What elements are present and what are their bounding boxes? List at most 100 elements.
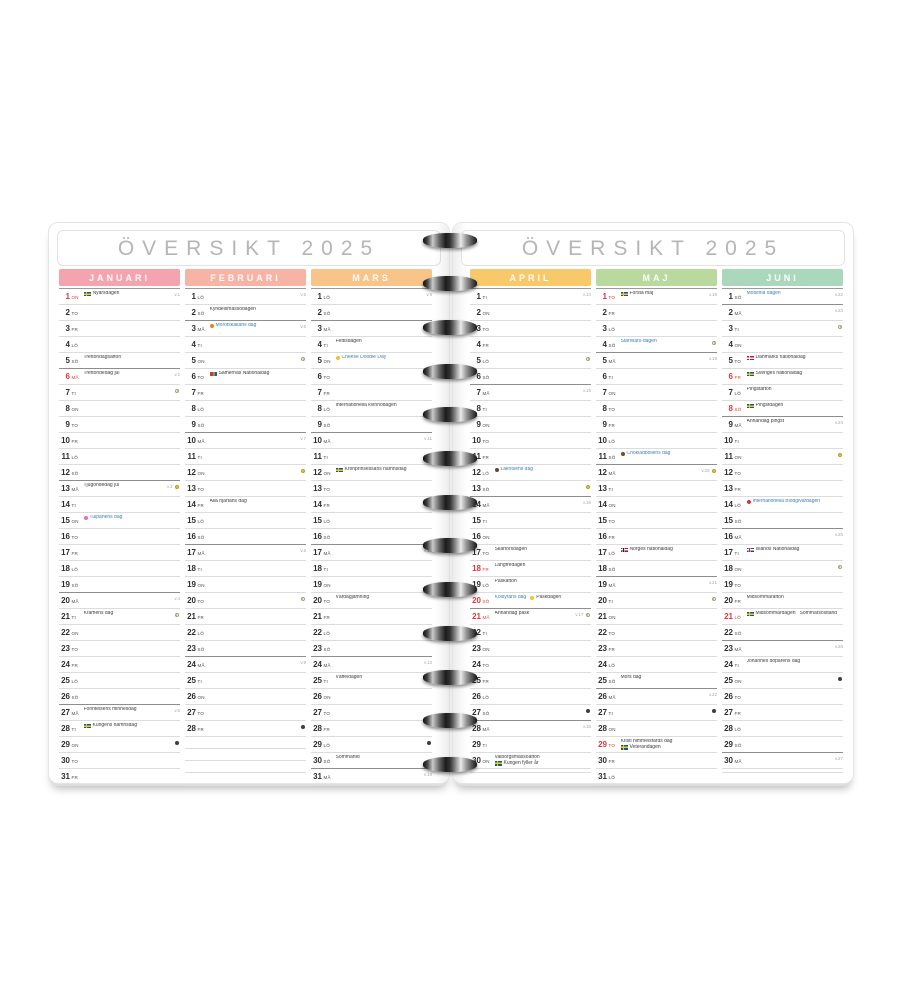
chick-icon (530, 596, 535, 600)
day-events (84, 755, 181, 768)
month-column-februari: FEBRUARI 1 LÖ v.5 2 SÖ Kyndelsmässodagen 3 MÅ Mor… (185, 269, 306, 773)
day-events (84, 627, 181, 640)
day-number: 31 (598, 772, 607, 781)
day-abbreviation: ON (197, 358, 205, 364)
day-row: 12 ON (185, 465, 306, 481)
event-text: Kungens namnsdag (92, 723, 137, 728)
day-abbreviation: ON (482, 310, 490, 316)
day-abbreviation: TI (734, 438, 739, 444)
day-events (621, 579, 709, 592)
moon-full-icon (300, 468, 305, 473)
day-abbreviation: MÅ (482, 614, 490, 620)
day-abbreviation: TI (323, 342, 328, 348)
day-abbreviation: ON (482, 534, 490, 540)
day-events (210, 435, 301, 448)
day-row: 2 ON (470, 305, 591, 321)
day-number: 31 (313, 772, 322, 781)
month-header: APRIL (470, 269, 591, 286)
day-number: 19 (472, 580, 481, 589)
day-abbreviation: LÖ (323, 742, 330, 748)
day-events (621, 755, 718, 768)
day-abbreviation: MÅ (734, 758, 742, 764)
day-number: 15 (724, 516, 733, 525)
day-row: 24 MÅ v.9 (185, 657, 306, 673)
day-abbreviation: LÖ (608, 774, 615, 780)
week-number: v.9 (426, 291, 432, 297)
day-number: 25 (313, 676, 322, 685)
day-events (210, 579, 307, 592)
day-row: 16 SÖ (185, 529, 306, 545)
event: Chokladbollens dag (620, 451, 670, 456)
week-number: v.11 (424, 435, 432, 441)
day-abbreviation: FR (71, 438, 78, 444)
day-row: 5 TO Danmarks nationaldag (722, 353, 843, 369)
day-events: Kungens namnsdag (83, 723, 181, 736)
day-abbreviation: SÖ (197, 534, 205, 540)
day-row: 25 TI Våffeldagen (311, 673, 432, 689)
day-events (210, 707, 307, 720)
day-events (495, 643, 592, 656)
day-row: 6 TI (596, 369, 717, 385)
day-abbreviation: MÅ (197, 662, 205, 668)
moon-full-icon (585, 484, 590, 489)
day-row: 19 SÖ (59, 577, 180, 593)
day-events: Kramens dag (84, 611, 173, 624)
day-number: 1 (191, 292, 196, 301)
day-row: 26 ON (311, 689, 432, 705)
day-row: 6 FR Sveriges nationaldag (722, 369, 843, 385)
day-row: 19 MÅ v.21 (596, 577, 717, 593)
event: Cheese Doodle Day (335, 355, 386, 360)
day-abbreviation: TI (482, 742, 487, 748)
week-number: v.9 (300, 659, 306, 665)
day-events (621, 419, 718, 432)
day-row: 12 LÖ Lakritsens dag (470, 465, 591, 481)
cheese-icon (335, 356, 340, 360)
event-text: StarWars-dagen (620, 339, 657, 344)
event: Kronprinsessans namnsdag (335, 467, 406, 472)
spiral-ring-icon (423, 276, 477, 292)
day-abbreviation: LÖ (71, 454, 78, 460)
day-events (210, 547, 301, 560)
day-events (495, 515, 592, 528)
day-row: 29 LÖ (311, 737, 432, 753)
day-row: 5 ON (185, 353, 306, 369)
day-events (210, 531, 307, 544)
event-text: Internationella Blodgivardagen (752, 499, 821, 504)
day-row: 6 TO (311, 369, 432, 385)
day-number: 7 (317, 388, 322, 397)
event-text: Kyndelsmässodagen (209, 307, 256, 312)
day-abbreviation: LÖ (197, 630, 204, 636)
day-row: 9 MÅ Annandag pingst v.24 (722, 417, 843, 433)
event: Påskdagen (530, 595, 561, 600)
day-number: 23 (187, 644, 196, 653)
event: Mors dag (621, 675, 642, 680)
day-number: 22 (724, 628, 733, 637)
event-text: Första maj (629, 291, 654, 296)
day-number: 22 (313, 628, 322, 637)
event-line: Förintelsens minnesdag (84, 707, 175, 713)
day-abbreviation: FR (608, 310, 615, 316)
day-abbreviation: MÅ (608, 358, 616, 364)
week-number: v.2 (174, 371, 180, 377)
day-row: 25 SÖ Mors dag (596, 673, 717, 689)
event: Kristi himmelsfärds dag (621, 739, 673, 744)
day-row: 23 TO (59, 641, 180, 657)
day-number: 5 (65, 356, 70, 365)
day-abbreviation: TI (197, 342, 202, 348)
day-number: 20 (724, 596, 733, 605)
day-events (621, 563, 718, 576)
day-number: 25 (598, 676, 607, 685)
day-abbreviation: FR (323, 390, 330, 396)
month-header: JANUARI (59, 269, 180, 286)
event-line: Nyårsdagen (83, 291, 175, 297)
day-abbreviation: LÖ (734, 390, 741, 396)
day-events: Sommartid (336, 755, 433, 768)
day-number: 2 (728, 308, 733, 317)
day-row: 1 TO Första maj v.18 (596, 289, 717, 305)
day-number: 21 (598, 612, 607, 621)
month-column-maj: MAJ 1 TO Första maj v.18 2 FR 3 LÖ 4 SÖ StarWars-da… (596, 269, 718, 785)
day-events (84, 307, 181, 320)
day-row: 24 TO (470, 657, 591, 673)
day-events (747, 563, 836, 576)
planner-spread: ÖVERSIKT 2025 JANUARI 1 ON Nyårsdagen v.1 2 TO… (48, 222, 854, 785)
